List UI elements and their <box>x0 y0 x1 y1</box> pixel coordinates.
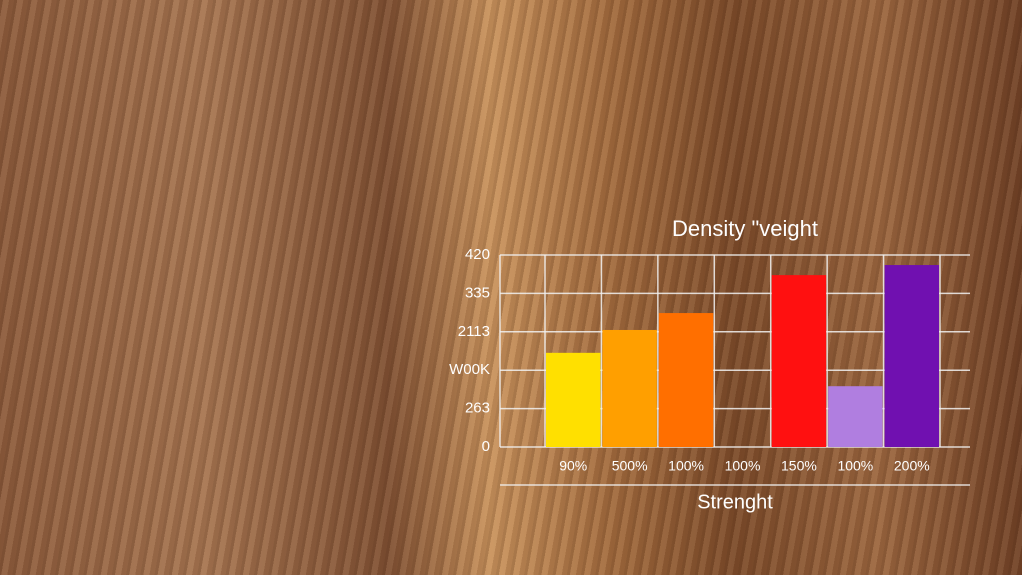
x-tick-label: 100% <box>837 458 873 474</box>
x-tick-label: 150% <box>781 458 817 474</box>
x-tick-label: 100% <box>668 458 704 474</box>
bar <box>828 386 883 447</box>
y-tick-label: 2113 <box>458 323 490 340</box>
bar <box>602 329 657 447</box>
y-tick-label: 0 <box>482 438 490 455</box>
bar <box>546 352 601 447</box>
y-tick-label: 263 <box>465 400 490 417</box>
bar <box>771 275 827 447</box>
x-tick-label: 90% <box>559 458 587 474</box>
bar <box>884 265 939 447</box>
bar <box>658 313 714 447</box>
x-axis-label: Strenght <box>697 491 773 513</box>
y-tick-label: W00K <box>449 361 490 378</box>
x-tick-label: 500% <box>612 458 648 474</box>
x-tick-label: 200% <box>894 458 930 474</box>
x-tick-label: 100% <box>725 458 761 474</box>
y-tick-label: 420 <box>465 246 490 263</box>
chart-title: Density "veight <box>672 216 818 241</box>
y-tick-label: 335 <box>465 284 490 301</box>
